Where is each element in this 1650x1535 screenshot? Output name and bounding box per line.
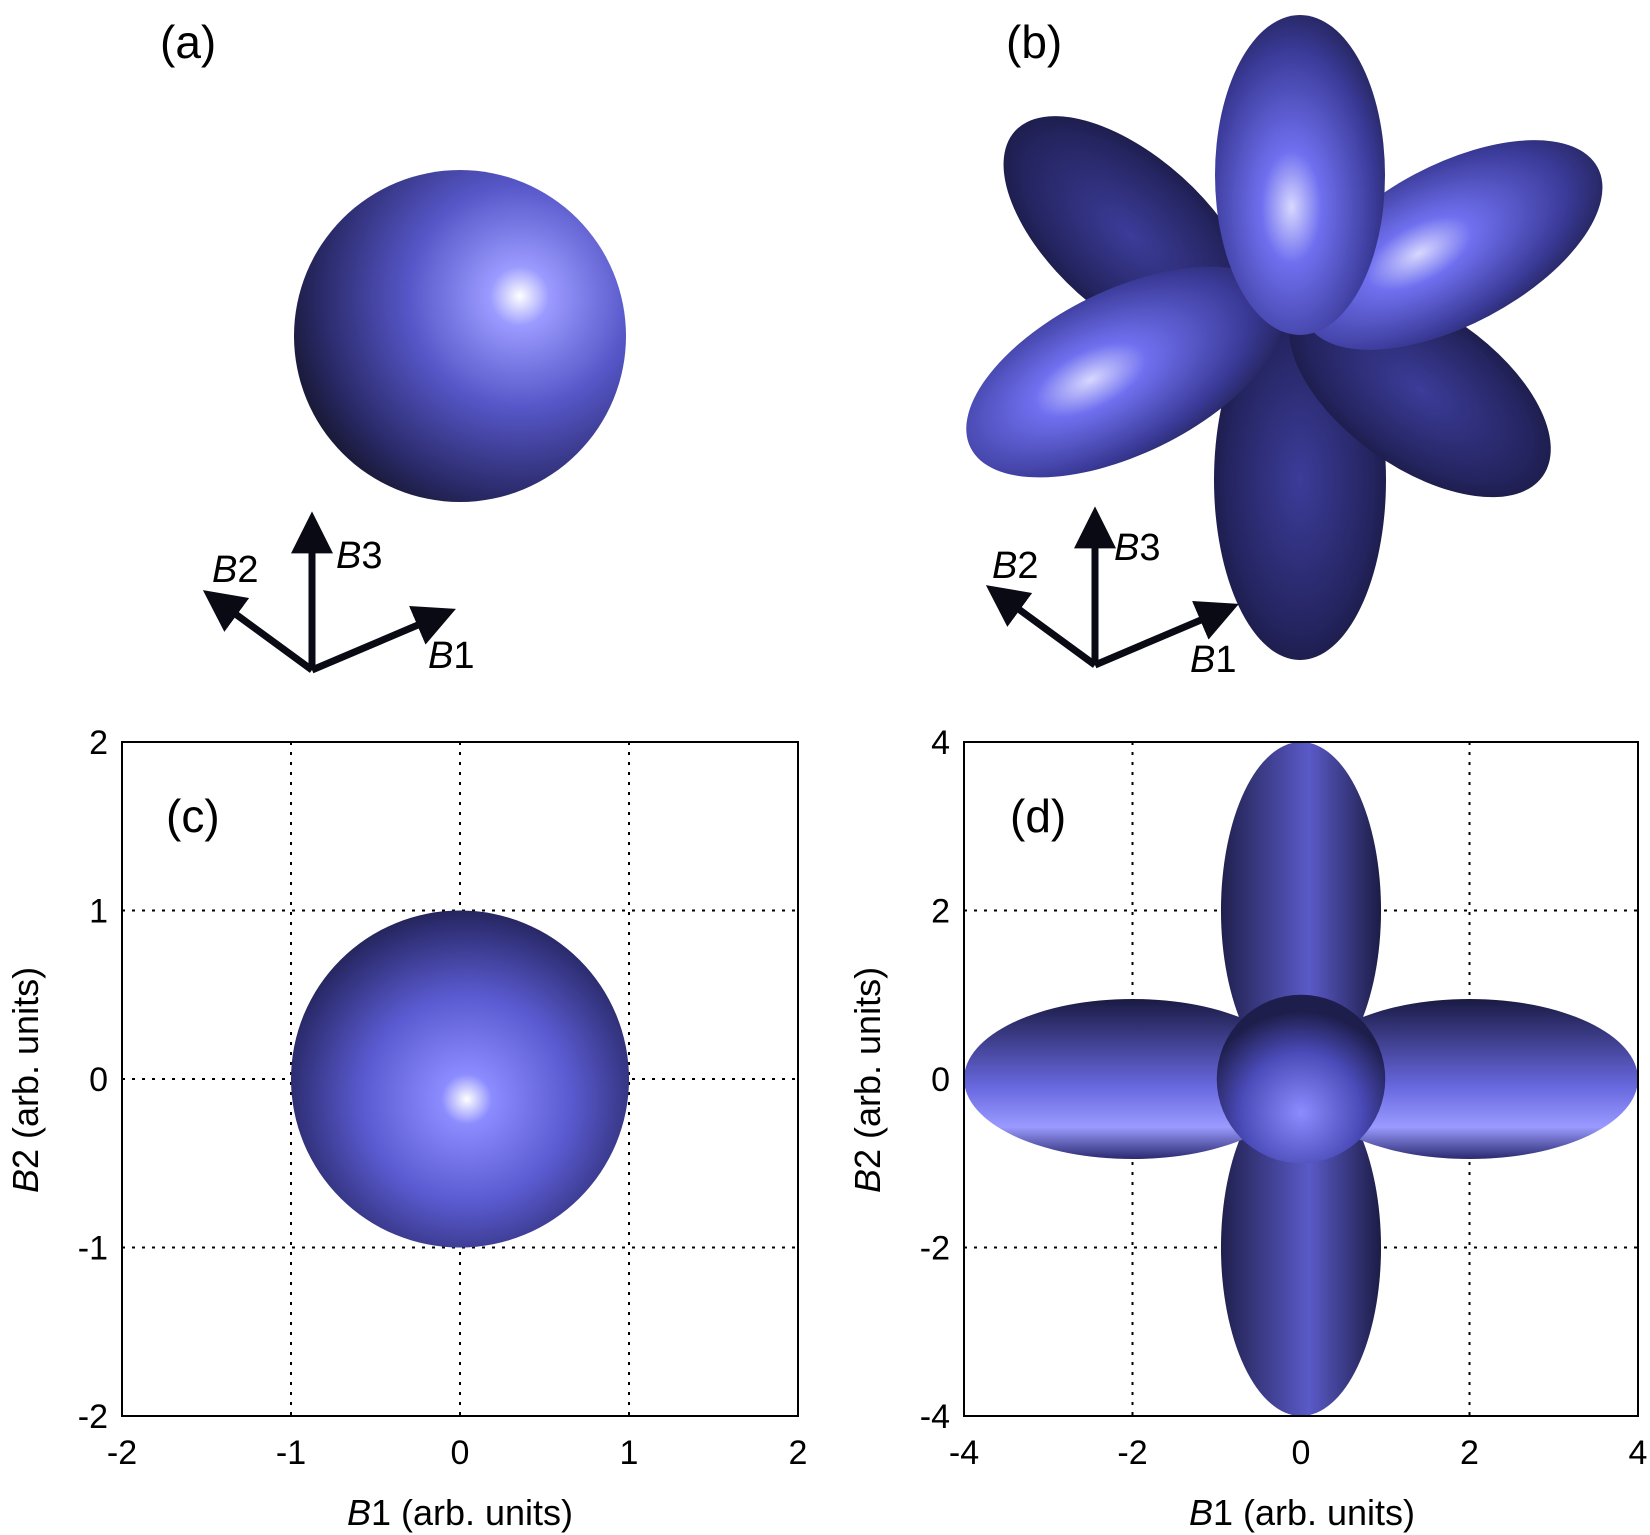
x-tick-label: 0 bbox=[451, 1434, 470, 1472]
panel-a-label: (a) bbox=[160, 16, 216, 68]
y-tick-label: 2 bbox=[89, 724, 108, 762]
y-tick-label: -4 bbox=[920, 1398, 950, 1436]
x-tick-label: 1 bbox=[620, 1434, 639, 1472]
axis-triad-a: B2 B3 B1 bbox=[202, 511, 475, 677]
lobe-left bbox=[964, 998, 1301, 1160]
lobe-down bbox=[1220, 1079, 1382, 1416]
y-tick-label: 2 bbox=[931, 893, 950, 931]
lobe-up bbox=[1220, 742, 1382, 1079]
x-tick-label: -1 bbox=[276, 1434, 306, 1472]
lobe-right bbox=[1301, 998, 1638, 1160]
sphere-projection bbox=[291, 910, 629, 1248]
panel-b-label: (b) bbox=[1006, 16, 1062, 68]
y-tick-label: -2 bbox=[920, 1230, 950, 1268]
four-lobe-projection bbox=[964, 742, 1638, 1416]
x-tick-label: -2 bbox=[1117, 1434, 1147, 1472]
y-tick-label: 0 bbox=[89, 1061, 108, 1099]
tick-labels: -4 -2 0 2 4 -4 -2 0 2 4 bbox=[920, 724, 1648, 1472]
tick-labels: -2 -1 0 1 2 -2 -1 0 1 2 bbox=[78, 724, 808, 1472]
x-tick-label: -2 bbox=[107, 1434, 137, 1472]
y-tick-label: 4 bbox=[931, 724, 950, 762]
b1-label: B1 bbox=[1190, 639, 1237, 681]
lobe-top bbox=[1215, 15, 1385, 335]
y-tick-label: -1 bbox=[78, 1230, 108, 1268]
panel-c: -2 -1 0 1 2 -2 -1 0 1 2 (c) B1 (arb. units) B2 (a… bbox=[5, 724, 807, 1533]
b2-arrow bbox=[985, 585, 1098, 668]
panel-d-label: (d) bbox=[1010, 790, 1066, 842]
x-axis-label: B1 (arb. units) bbox=[1189, 1492, 1415, 1533]
b3-label: B3 bbox=[1114, 527, 1161, 569]
panel-d: -4 -2 0 2 4 -4 -2 0 2 4 (d) B1 (arb. units) B2 (a… bbox=[847, 724, 1647, 1533]
x-tick-label: 2 bbox=[1460, 1434, 1479, 1472]
panel-a: (a) B2 B3 B1 bbox=[160, 16, 626, 677]
b1-arrow bbox=[1093, 600, 1239, 669]
core-disk bbox=[1216, 994, 1386, 1164]
panel-b: (b) B2 B3 B1 bbox=[966, 15, 1603, 681]
b2-label: B2 bbox=[992, 545, 1039, 587]
b1-label: B1 bbox=[428, 635, 475, 677]
y-axis-label: B2 (arb. units) bbox=[847, 967, 888, 1193]
x-tick-label: -4 bbox=[949, 1434, 979, 1472]
y-tick-label: -2 bbox=[78, 1398, 108, 1436]
plot-frame bbox=[121, 741, 799, 1417]
lobe-upper-right bbox=[1301, 140, 1603, 350]
b1-arrow bbox=[310, 605, 456, 674]
axis-triad-b: B2 B3 B1 bbox=[985, 506, 1239, 681]
plot-frame bbox=[963, 741, 1639, 1417]
b3-label: B3 bbox=[336, 535, 383, 577]
lobe-left bbox=[966, 266, 1284, 478]
sphere-disk bbox=[291, 910, 629, 1248]
x-axis-label: B1 (arb. units) bbox=[347, 1492, 573, 1533]
y-tick-label: 0 bbox=[931, 1061, 950, 1099]
x-tick-label: 2 bbox=[789, 1434, 808, 1472]
x-tick-label: 4 bbox=[1629, 1434, 1648, 1472]
panel-c-label: (c) bbox=[166, 790, 220, 842]
y-axis-label: B2 (arb. units) bbox=[5, 967, 46, 1193]
y-tick-label: 1 bbox=[89, 893, 108, 931]
b2-label: B2 bbox=[212, 549, 259, 591]
sphere-surface-3d bbox=[294, 170, 626, 502]
x-tick-label: 0 bbox=[1292, 1434, 1311, 1472]
four-lobe-surface-3d bbox=[966, 15, 1603, 660]
b2-arrow bbox=[202, 590, 315, 673]
